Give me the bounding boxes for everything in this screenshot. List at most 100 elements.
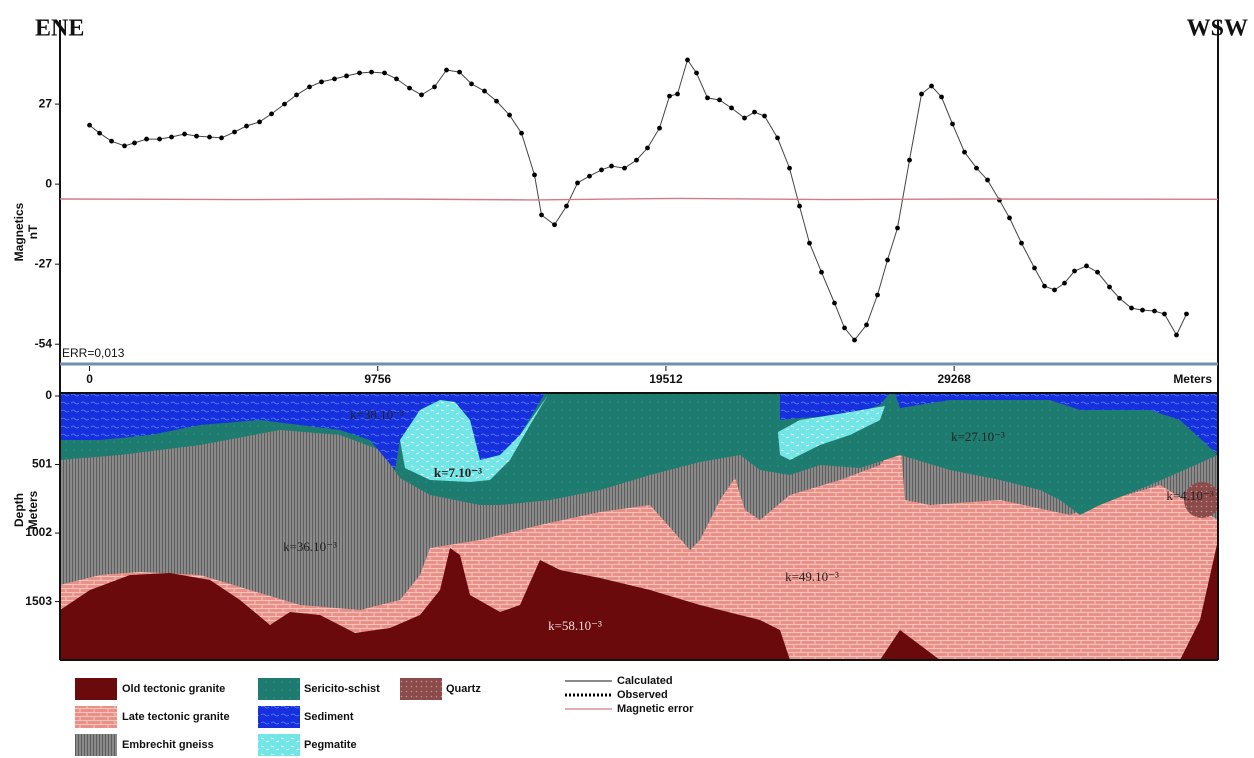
legend-label: Sediment [304, 711, 354, 723]
observed-point [895, 225, 900, 231]
annotation: ERR=0,013 [62, 346, 125, 360]
observed-point [1062, 280, 1067, 286]
observed-point [819, 269, 824, 275]
k-label: k=58.10⁻³ [548, 618, 602, 633]
x-tick-label: 0 [86, 372, 93, 386]
observed-point [444, 67, 449, 73]
y-unit: nT [26, 224, 40, 239]
legend-label: Quartz [446, 683, 481, 695]
observed-point [507, 112, 512, 118]
observed-point [552, 222, 557, 228]
observed-point [482, 88, 487, 94]
observed-point [232, 129, 237, 135]
observed-point [575, 180, 580, 186]
y-tick-label: 0 [45, 176, 52, 190]
observed-point [675, 91, 680, 97]
observed-point [519, 130, 524, 136]
observed-point [622, 165, 627, 171]
depth-unit: Meters [26, 490, 40, 529]
observed-point [382, 70, 387, 76]
observed-point [269, 111, 274, 117]
observed-point [729, 105, 734, 111]
observed-point [244, 123, 249, 129]
quartz [1184, 482, 1218, 518]
x-tick-label: 29268 [937, 372, 971, 386]
observed-point [294, 92, 299, 98]
observed-point [332, 76, 337, 82]
observed-point [974, 165, 979, 171]
legend-label: Old tectonic granite [122, 683, 225, 695]
observed-point [1032, 265, 1037, 271]
observed-point [875, 292, 880, 298]
legend-label: Late tectonic granite [122, 711, 230, 723]
sediment [60, 393, 545, 470]
observed-point [257, 119, 262, 125]
section [60, 393, 1218, 660]
observed-point [1117, 295, 1122, 301]
legend-swatch [258, 678, 300, 700]
pegmatite [778, 406, 885, 460]
sediment [780, 393, 890, 420]
k-label: k=49.10⁻³ [785, 569, 839, 584]
observed-point [307, 84, 312, 90]
y-tick-label: -54 [35, 336, 53, 350]
observed-point [657, 125, 662, 131]
observed-point [962, 149, 967, 155]
observed-point [1140, 307, 1145, 313]
y-tick-label: 501 [32, 457, 52, 471]
observed-point [1129, 305, 1134, 311]
observed-point [432, 84, 437, 90]
legend-swatch [75, 678, 117, 700]
observed-point [685, 57, 690, 63]
observed-point [1184, 311, 1189, 317]
depth-label: Depth [12, 493, 26, 527]
legend-swatch [75, 734, 117, 756]
k-label: k=38.10⁻³ [350, 407, 404, 422]
observed-point [357, 70, 362, 76]
observed-point [169, 134, 174, 140]
observed-point [1019, 240, 1024, 246]
observed-point [1072, 268, 1077, 274]
k-label: k=36.10⁻³ [283, 539, 337, 554]
observed-point [929, 83, 934, 89]
observed-point [1107, 284, 1112, 290]
y-label: Magnetics [12, 202, 26, 261]
observed-point [1007, 215, 1012, 221]
observed-point [144, 136, 149, 142]
observed-point [1084, 263, 1089, 269]
observed-point [182, 131, 187, 137]
sediment [895, 393, 1218, 455]
observed-point [864, 322, 869, 328]
legend-label: Observed [617, 689, 668, 701]
observed-point [532, 172, 537, 178]
observed-point [705, 95, 710, 101]
observed-point [319, 79, 324, 85]
observed-point [599, 167, 604, 173]
legend-swatch [400, 678, 442, 700]
legend-label: Pegmatite [304, 739, 357, 751]
observed-point [885, 257, 890, 263]
observed-point [394, 76, 399, 82]
observed-point [494, 98, 499, 104]
legend-label: Embrechit gneiss [122, 739, 214, 751]
observed-point [207, 134, 212, 140]
legend-label: Sericito-schist [304, 683, 380, 695]
legend-swatch [75, 706, 117, 728]
old-granite [60, 548, 790, 660]
y-tick-label: 1503 [25, 594, 52, 608]
observed-point [919, 91, 924, 97]
observed-point [807, 240, 812, 246]
observed-point [122, 143, 127, 149]
observed-point [1052, 287, 1057, 293]
observed-point [797, 203, 802, 209]
y-tick-label: 1002 [25, 525, 52, 539]
x-tick-label: 19512 [649, 372, 683, 386]
observed-point [1174, 332, 1179, 338]
pegmatite [400, 395, 548, 482]
observed-point [369, 69, 374, 75]
observed-point [469, 81, 474, 87]
observed-point [1152, 308, 1157, 314]
observed-point [609, 163, 614, 169]
observed-point [564, 203, 569, 209]
